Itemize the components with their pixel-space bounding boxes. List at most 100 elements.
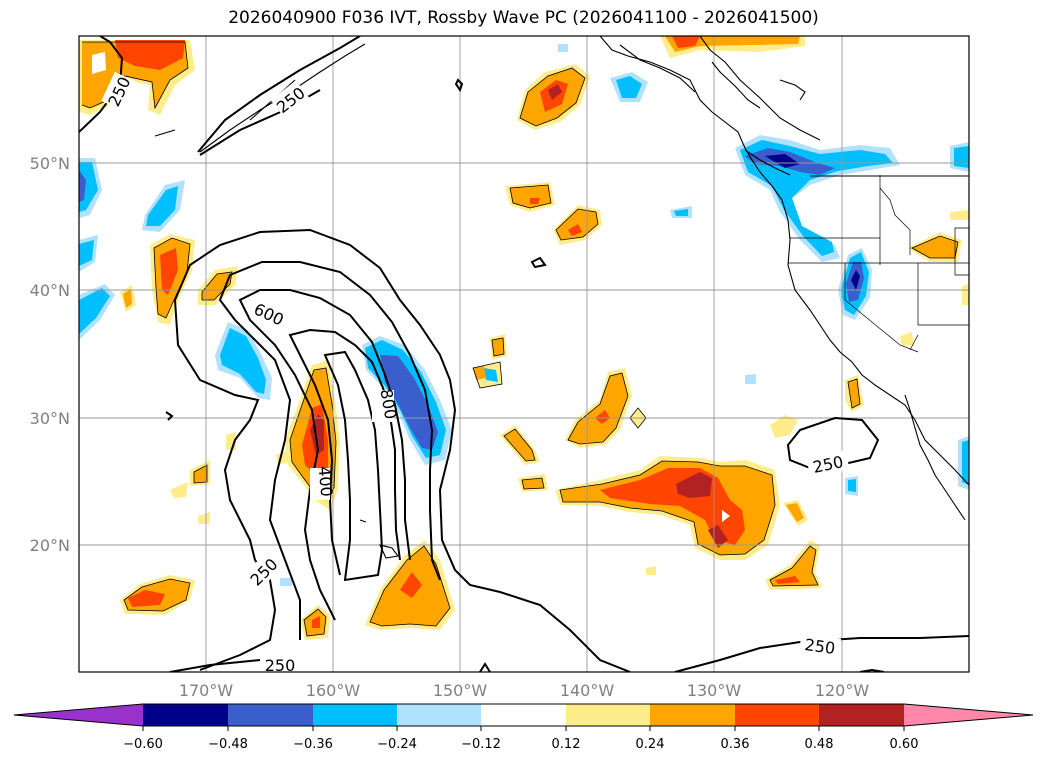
- colorbar-segment: [481, 704, 566, 726]
- colorbar-tick-label: 0.36: [721, 737, 750, 752]
- shade-negative: [79, 170, 86, 202]
- colorbar-tick-label: −0.36: [293, 737, 333, 752]
- lon-label: 130°W: [687, 681, 742, 700]
- lon-label: 120°W: [815, 681, 870, 700]
- shade-negative: [79, 240, 94, 266]
- shade-positive: [665, 36, 800, 52]
- ivt-contour: [169, 659, 261, 672]
- colorbar-segment: [735, 704, 819, 726]
- ivt-contour: [165, 411, 174, 421]
- ivt-contour: [238, 289, 411, 621]
- shade-positive: [530, 198, 540, 204]
- lat-label: 50°N: [30, 154, 70, 173]
- ivt-contour: [479, 662, 491, 672]
- colorbar-tick-label: −0.60: [123, 737, 163, 752]
- shade-positive: [646, 566, 656, 575]
- lon-label: 170°W: [179, 681, 234, 700]
- shade-positive: [123, 289, 132, 308]
- shade-negative: [962, 440, 969, 485]
- ivt-contour: [197, 36, 361, 153]
- shade-positive: [568, 373, 628, 444]
- map-background: [79, 36, 969, 672]
- shade-positive: [912, 236, 958, 258]
- lat-label: 40°N: [30, 281, 70, 300]
- shade-positive: [170, 482, 188, 498]
- ivt-contour: [674, 635, 969, 672]
- shade-positive: [504, 429, 535, 461]
- colorbar: −0.60 −0.48 −0.36 −0.24 −0.12 0.12 0.24 …: [13, 703, 1034, 752]
- colorbar-tick-label: −0.24: [377, 737, 417, 752]
- shade-positive: [595, 410, 610, 424]
- colorbar-tick-label: 0.60: [890, 737, 919, 752]
- ivt-contour: [218, 261, 441, 640]
- shade-negative: [745, 374, 756, 384]
- shade-negative: [674, 209, 688, 216]
- colorbar-extend-high: [904, 704, 1033, 726]
- latitude-labels: 50°N 40°N 30°N 20°N: [30, 154, 70, 555]
- colorbar-segment: [650, 704, 735, 726]
- ivt-contour: [530, 256, 547, 269]
- colorbar-tick-label: 0.12: [552, 737, 581, 752]
- colorbar-segment: [819, 704, 904, 726]
- colorbar-tick-label: −0.12: [461, 737, 501, 752]
- contour-label: 400: [315, 465, 337, 497]
- ivt-contour: [859, 668, 885, 672]
- colorbar-segment: [143, 704, 228, 726]
- shade-positive: [900, 332, 914, 346]
- shade-positive: [556, 209, 598, 240]
- shade-negative: [280, 578, 292, 586]
- shade-positive: [568, 224, 582, 236]
- shade-positive: [510, 185, 551, 208]
- shade-negative: [220, 328, 266, 394]
- shade-positive: [950, 210, 969, 220]
- shade-positive: [775, 576, 800, 584]
- map-title: 2026040900 F036 IVT, Rossby Wave PC (202…: [228, 8, 819, 28]
- ivt-contour: [79, 36, 124, 133]
- colorbar-tick-label: 0.24: [636, 737, 665, 752]
- shade-positive: [708, 525, 728, 548]
- gridlines: [79, 36, 969, 672]
- ivt-contour: [173, 228, 631, 672]
- shade-positive: [160, 248, 178, 295]
- ivt-contour: [786, 416, 880, 470]
- ivt-contour: [454, 78, 464, 93]
- shade-negative: [954, 146, 969, 168]
- shade-positive: [548, 84, 562, 100]
- lon-label: 140°W: [560, 681, 615, 700]
- ivt-contour: [323, 350, 384, 582]
- shade-negative: [616, 76, 642, 98]
- colorbar-segment: [397, 704, 481, 726]
- shade-negative: [146, 186, 178, 226]
- shade-positive: [194, 465, 207, 483]
- shade-white: [722, 510, 730, 522]
- shade-positive: [770, 415, 798, 438]
- colorbar-tick-label: 0.48: [805, 737, 834, 752]
- shade-positive: [672, 36, 700, 48]
- shade-positive: [198, 512, 210, 524]
- colorbar-tick-label: −0.48: [208, 737, 248, 752]
- shade-positive: [492, 338, 504, 356]
- shade-negative: [79, 288, 110, 334]
- shade-negative: [851, 270, 860, 290]
- ivt-contour: [288, 328, 401, 576]
- colorbar-segment: [313, 704, 397, 726]
- map-frame: [78, 35, 970, 673]
- shade-white: [92, 52, 106, 74]
- lat-label: 20°N: [30, 536, 70, 555]
- shade-negative: [848, 479, 856, 492]
- shade-negative: [380, 355, 438, 450]
- shade-negative: [484, 368, 498, 382]
- shade-negative: [558, 44, 568, 52]
- shade-positive: [202, 272, 232, 300]
- lon-label: 150°W: [433, 681, 488, 700]
- contour-label: 250: [265, 656, 296, 675]
- shade-positive: [962, 284, 969, 305]
- colorbar-segment: [566, 704, 650, 726]
- shade-positive: [676, 472, 712, 498]
- shade-positive: [522, 478, 544, 489]
- colorbar-extend-low: [14, 704, 143, 726]
- shade-positive: [115, 40, 185, 70]
- shade-positive: [128, 590, 165, 607]
- shade-positive: [312, 616, 320, 628]
